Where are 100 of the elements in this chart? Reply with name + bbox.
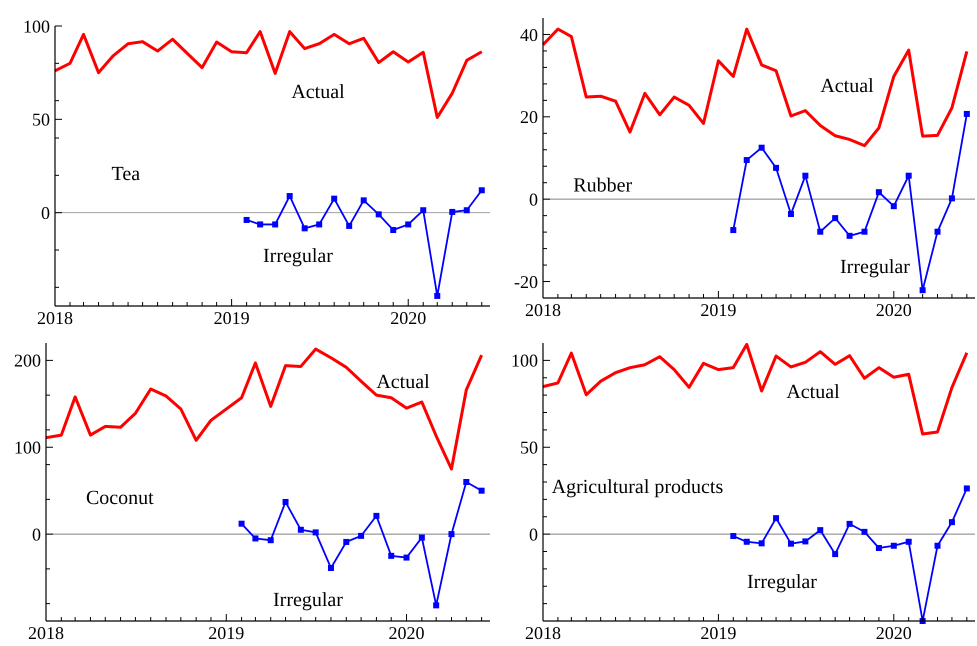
series-label: Actual	[291, 81, 346, 103]
point	[328, 565, 334, 572]
x-tick-label: 2019	[208, 623, 244, 643]
point	[964, 485, 970, 492]
x-tick-label: 2020	[876, 300, 912, 320]
point	[832, 551, 838, 558]
point	[802, 538, 808, 544]
point	[861, 228, 868, 235]
y-tick-label: 100	[23, 16, 50, 36]
point	[773, 515, 780, 522]
point	[730, 533, 736, 540]
x-tick-label: 2019	[214, 308, 250, 328]
x-tick-label: 2019	[700, 623, 736, 643]
x-tick-label: 2018	[525, 300, 561, 320]
point	[890, 203, 897, 210]
point	[890, 542, 897, 549]
y-tick-label: -20	[514, 272, 538, 292]
point	[418, 534, 425, 541]
point	[744, 538, 750, 545]
y-tick-label: 200	[14, 350, 41, 371]
point	[346, 222, 352, 229]
point	[758, 540, 765, 546]
point	[817, 228, 824, 235]
point	[906, 538, 912, 545]
point	[964, 110, 970, 117]
point	[920, 287, 926, 294]
point	[449, 208, 456, 215]
x-tick-label: 2018	[525, 623, 561, 643]
point	[788, 540, 794, 547]
point	[934, 228, 941, 235]
point	[298, 526, 304, 533]
point	[448, 531, 454, 538]
line-series	[44, 348, 484, 470]
line-series	[54, 30, 484, 119]
point	[360, 197, 367, 204]
point	[846, 520, 853, 527]
series-label: Irregular	[263, 245, 334, 267]
point	[948, 195, 955, 202]
point	[420, 207, 426, 214]
point	[405, 221, 412, 228]
x-tick-label: 2018	[28, 623, 64, 643]
point	[252, 535, 258, 542]
point	[272, 221, 278, 228]
series-label: Irregular	[273, 589, 344, 611]
point	[788, 211, 794, 217]
point	[464, 207, 470, 214]
point	[433, 602, 440, 608]
text: Rubber	[573, 174, 632, 197]
point	[948, 519, 955, 526]
point	[388, 552, 394, 559]
y-tick-label: 0	[529, 524, 538, 544]
point	[730, 227, 736, 234]
x-tick-label: 2020	[388, 623, 425, 643]
point	[390, 227, 396, 234]
series-label: Actual	[786, 381, 840, 403]
series-label: Actual	[376, 371, 430, 393]
y-tick-label: 0	[529, 189, 538, 210]
y-tick-label: 100	[511, 350, 538, 371]
point	[906, 172, 912, 179]
point	[404, 554, 410, 561]
point	[463, 479, 470, 485]
point	[286, 193, 293, 200]
y-tick-label: 40	[520, 24, 538, 45]
point	[817, 527, 824, 534]
x-tick-label: 2019	[700, 300, 736, 320]
y-tick-label: 50	[32, 110, 50, 130]
y-tick-label: 20	[520, 107, 538, 128]
point	[876, 545, 882, 552]
point	[268, 537, 274, 544]
point	[316, 221, 322, 228]
point	[758, 144, 765, 151]
point	[376, 211, 382, 218]
point	[478, 488, 485, 494]
series-label: Irregular	[747, 571, 818, 593]
point	[434, 292, 440, 299]
y-tick-label: 100	[14, 438, 41, 458]
point	[358, 532, 364, 539]
point	[312, 529, 319, 536]
line-series	[542, 28, 968, 148]
point	[802, 172, 808, 179]
y-tick-label: 0	[32, 524, 41, 544]
text: Agricultural products	[552, 476, 724, 498]
point	[934, 542, 941, 549]
point	[846, 232, 853, 239]
point	[257, 221, 264, 228]
x-tick-label: 2020	[390, 308, 426, 328]
y-tick-label: 50	[520, 438, 538, 458]
text: Coconut	[86, 487, 154, 510]
point	[331, 196, 338, 202]
y-tick-label: 0	[41, 202, 50, 223]
point	[282, 498, 289, 505]
point	[876, 189, 882, 196]
text: Tea	[112, 163, 140, 185]
point	[773, 164, 780, 171]
point	[861, 528, 868, 535]
series-label: Irregular	[840, 256, 910, 278]
point	[373, 512, 380, 519]
series-label: Actual	[820, 75, 874, 97]
x-tick-label: 2020	[876, 623, 912, 643]
point	[744, 157, 750, 164]
